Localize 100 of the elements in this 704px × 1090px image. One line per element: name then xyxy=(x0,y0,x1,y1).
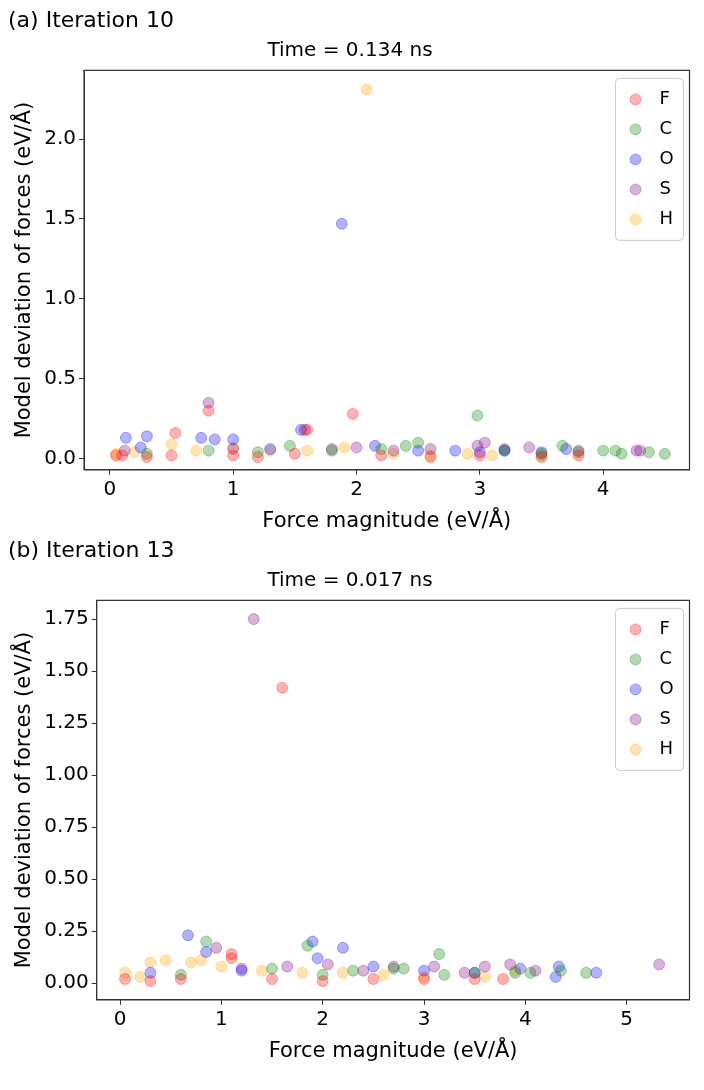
point xyxy=(367,973,380,985)
point xyxy=(653,958,666,971)
point xyxy=(301,444,314,457)
point xyxy=(227,433,240,446)
x-tick-label: 1 xyxy=(226,476,240,500)
point xyxy=(165,438,178,451)
point xyxy=(276,681,289,694)
point xyxy=(554,964,567,977)
point xyxy=(266,962,279,975)
y-axis-title: Model deviation of forces (eV/Å) xyxy=(9,631,36,969)
point xyxy=(119,431,132,444)
point xyxy=(266,973,279,985)
point xyxy=(316,975,329,988)
point xyxy=(556,439,569,452)
legend-label: H xyxy=(659,737,674,759)
point xyxy=(399,439,412,452)
point xyxy=(247,613,260,626)
y-tick-label: 0.25 xyxy=(44,917,89,942)
legend-label: F xyxy=(659,87,670,109)
point xyxy=(283,439,296,452)
point xyxy=(140,451,153,464)
point xyxy=(478,960,491,973)
point xyxy=(321,958,334,971)
y-tick-label: 1.50 xyxy=(44,657,89,682)
point xyxy=(461,447,474,460)
point xyxy=(336,966,349,979)
point xyxy=(478,436,491,449)
x-tick-label: 3 xyxy=(417,1006,431,1030)
y-tick-label: 1.0 xyxy=(44,285,77,310)
point xyxy=(174,973,187,985)
x-tick-label: 2 xyxy=(350,476,363,500)
x-tick-label: 2 xyxy=(316,1006,330,1030)
x-tick-label: 4 xyxy=(518,1006,532,1030)
y-tick-label: 1.5 xyxy=(44,205,77,230)
legend-label: O xyxy=(659,147,674,169)
point xyxy=(184,956,197,969)
point xyxy=(116,449,129,462)
chart-title: (a) Iteration 10 xyxy=(8,6,174,32)
x-tick-label: 4 xyxy=(596,476,610,500)
point xyxy=(255,964,268,977)
x-tick-label: 0 xyxy=(103,476,117,500)
point xyxy=(190,444,203,457)
point xyxy=(195,954,208,967)
point xyxy=(360,83,373,96)
point xyxy=(281,960,294,973)
point xyxy=(195,431,208,444)
x-tick-label: 0 xyxy=(113,1006,127,1030)
legend-label: F xyxy=(659,617,670,639)
point xyxy=(597,444,610,457)
legend-label: H xyxy=(659,207,674,229)
point xyxy=(523,441,536,454)
point xyxy=(486,449,499,462)
point xyxy=(357,964,370,977)
point xyxy=(438,968,451,981)
point xyxy=(468,973,481,985)
x-tick-label: 1 xyxy=(215,1006,228,1030)
point xyxy=(200,945,213,958)
point xyxy=(144,975,157,988)
point xyxy=(347,964,360,977)
x-axis-title: Force magnitude (eV/Å) xyxy=(262,505,512,532)
point xyxy=(140,430,153,443)
point xyxy=(449,444,462,457)
chart-title: (b) Iteration 13 xyxy=(8,536,175,562)
point xyxy=(471,409,484,422)
point xyxy=(338,441,351,454)
point xyxy=(165,449,178,462)
x-axis-title: Force magnitude (eV/Å) xyxy=(268,1035,518,1062)
point xyxy=(208,433,221,446)
point xyxy=(296,966,309,979)
point xyxy=(181,929,194,942)
legend-label: C xyxy=(659,647,673,669)
point xyxy=(615,447,628,460)
point xyxy=(524,966,537,979)
y-tick-label: 0.75 xyxy=(44,813,89,838)
x-tick-label: 3 xyxy=(473,476,487,500)
point xyxy=(428,960,441,973)
legend-label: C xyxy=(659,117,673,139)
point xyxy=(642,446,655,459)
point xyxy=(202,404,215,417)
y-tick-label: 0.0 xyxy=(44,444,77,469)
point xyxy=(169,427,182,440)
point xyxy=(497,973,510,985)
point xyxy=(335,217,348,230)
point xyxy=(301,939,314,952)
y-tick-label: 1.75 xyxy=(44,605,89,630)
point xyxy=(336,941,349,954)
point xyxy=(504,958,517,971)
point xyxy=(311,952,324,965)
point xyxy=(412,436,425,449)
y-tick-label: 1.25 xyxy=(44,709,89,734)
point xyxy=(458,966,471,979)
y-tick-label: 0.50 xyxy=(44,865,89,890)
y-tick-label: 0.00 xyxy=(44,969,89,994)
point xyxy=(288,447,301,460)
point xyxy=(590,966,603,979)
y-tick-label: 1.00 xyxy=(44,761,89,786)
point xyxy=(397,962,410,975)
point xyxy=(202,444,215,457)
point xyxy=(134,970,147,983)
point xyxy=(210,941,223,954)
